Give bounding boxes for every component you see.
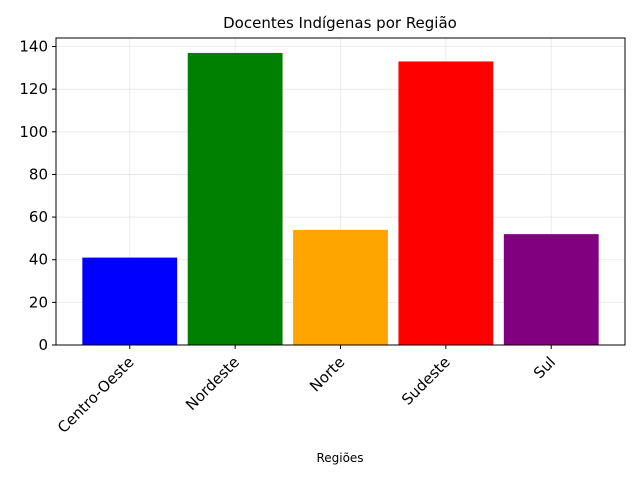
y-tick-label: 120 [19,80,48,98]
y-axis: 0 20 40 60 80 100 120 140 [19,38,56,354]
bar-centro-oeste [82,257,178,345]
bars [82,52,599,346]
y-tick-label: 20 [29,293,48,311]
y-tick-label: 40 [29,251,48,269]
y-tick-label: 100 [19,123,48,141]
x-axis: Centro-Oeste Nordeste Norte Sudeste Sul [54,345,559,437]
y-tick-label: 80 [29,165,48,183]
chart-title: Docentes Indígenas por Região [223,14,457,32]
y-tick-label: 0 [38,336,48,354]
plot-frame [55,37,626,346]
x-tick-label: Sudeste [398,353,454,409]
y-tick-label: 60 [29,208,48,226]
bar-nordeste [187,52,283,345]
x-tick-label: Norte [306,353,348,395]
x-tick-label: Centro-Oeste [54,353,138,437]
x-tick-label: Sul [530,353,559,382]
bar-norte [293,229,388,345]
bar-sudeste [398,61,494,346]
bar-sul [503,234,599,345]
x-axis-label: Regiões [316,451,363,465]
y-tick-label: 140 [19,38,48,56]
x-tick-label: Nordeste [182,353,243,414]
